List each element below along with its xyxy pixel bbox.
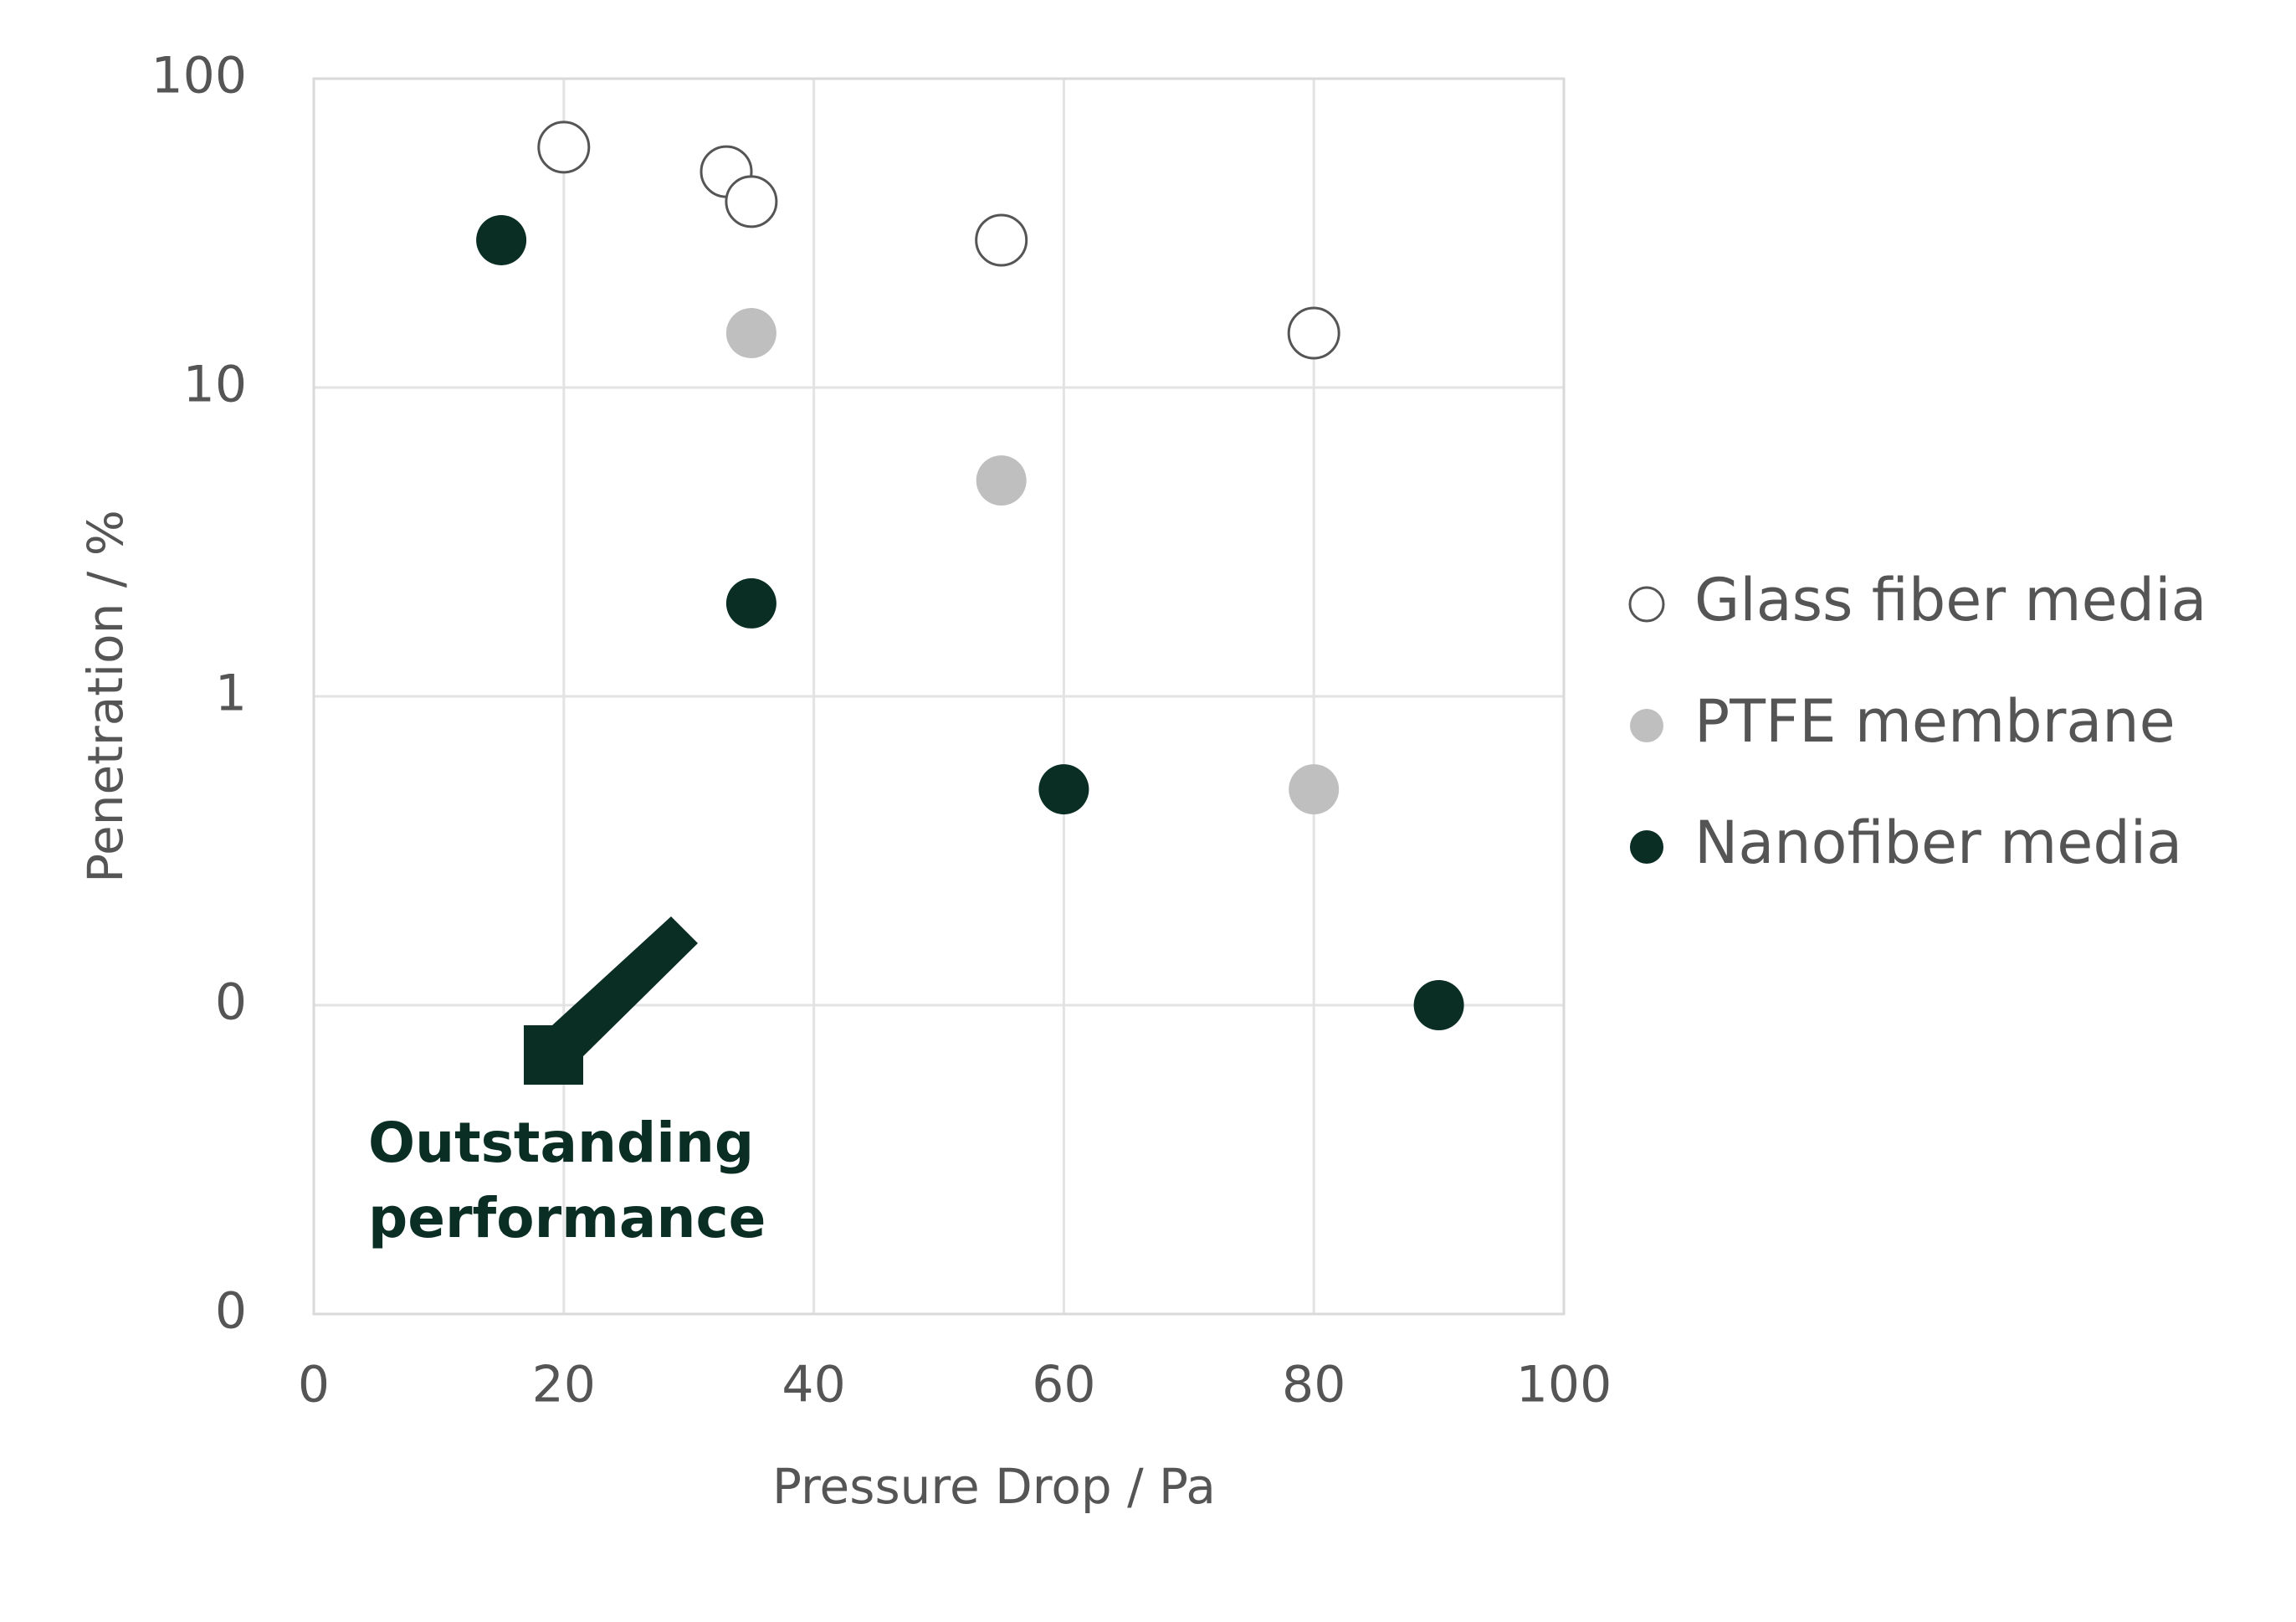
annotation-text: Outstanding (368, 1111, 754, 1175)
y-tick-label: 100 (151, 47, 247, 105)
x-tick-label: 60 (1032, 1356, 1095, 1414)
x-tick-label: 40 (782, 1356, 845, 1414)
data-point (976, 455, 1027, 506)
legend-label: Nanofiber media (1694, 808, 2182, 877)
legend-marker (1630, 830, 1663, 864)
data-point (476, 214, 527, 265)
y-axis-title: Penetration / % (77, 510, 134, 883)
x-tick-label: 20 (532, 1356, 596, 1414)
legend-label: Glass fiber media (1694, 566, 2206, 634)
x-axis-title: Pressure Drop / Pa (772, 1458, 1216, 1515)
y-tick-label: 0 (215, 1282, 247, 1341)
data-point (1413, 980, 1464, 1030)
data-point (725, 577, 776, 629)
legend-marker (1630, 709, 1663, 742)
data-point (725, 308, 776, 359)
y-tick-label: 1 (215, 665, 247, 723)
x-tick-label: 0 (298, 1356, 330, 1414)
x-tick-label: 80 (1282, 1356, 1345, 1414)
plot-frame (312, 77, 1566, 1316)
legend-label: PTFE membrane (1694, 687, 2176, 756)
annotation-arrow (524, 916, 698, 1085)
data-point (537, 121, 591, 174)
data-point (725, 175, 778, 228)
data-point (1038, 764, 1089, 815)
legend-marker (1628, 586, 1665, 623)
annotation-text: performance (368, 1186, 766, 1250)
y-tick-label: 10 (183, 356, 247, 414)
data-point (1289, 764, 1340, 815)
y-tick-label: 0 (215, 973, 247, 1032)
data-point (975, 213, 1028, 267)
data-point (1287, 306, 1340, 360)
x-tick-label: 100 (1516, 1356, 1612, 1414)
